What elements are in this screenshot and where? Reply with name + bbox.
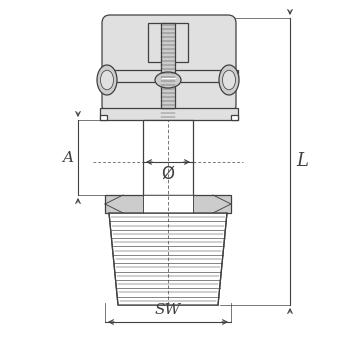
- Polygon shape: [100, 70, 238, 82]
- FancyBboxPatch shape: [102, 15, 236, 113]
- Text: SW: SW: [155, 303, 181, 317]
- Ellipse shape: [219, 65, 239, 95]
- Polygon shape: [100, 115, 107, 120]
- Polygon shape: [231, 115, 238, 120]
- Text: Ø: Ø: [161, 165, 175, 183]
- Text: L: L: [296, 153, 308, 170]
- Ellipse shape: [97, 65, 117, 95]
- Text: A: A: [63, 150, 74, 164]
- Polygon shape: [100, 108, 238, 120]
- Polygon shape: [143, 195, 193, 213]
- Ellipse shape: [100, 70, 113, 90]
- Ellipse shape: [223, 70, 236, 90]
- Polygon shape: [143, 120, 193, 195]
- Polygon shape: [161, 23, 175, 120]
- Ellipse shape: [155, 72, 181, 88]
- Polygon shape: [109, 213, 227, 305]
- Polygon shape: [105, 195, 231, 213]
